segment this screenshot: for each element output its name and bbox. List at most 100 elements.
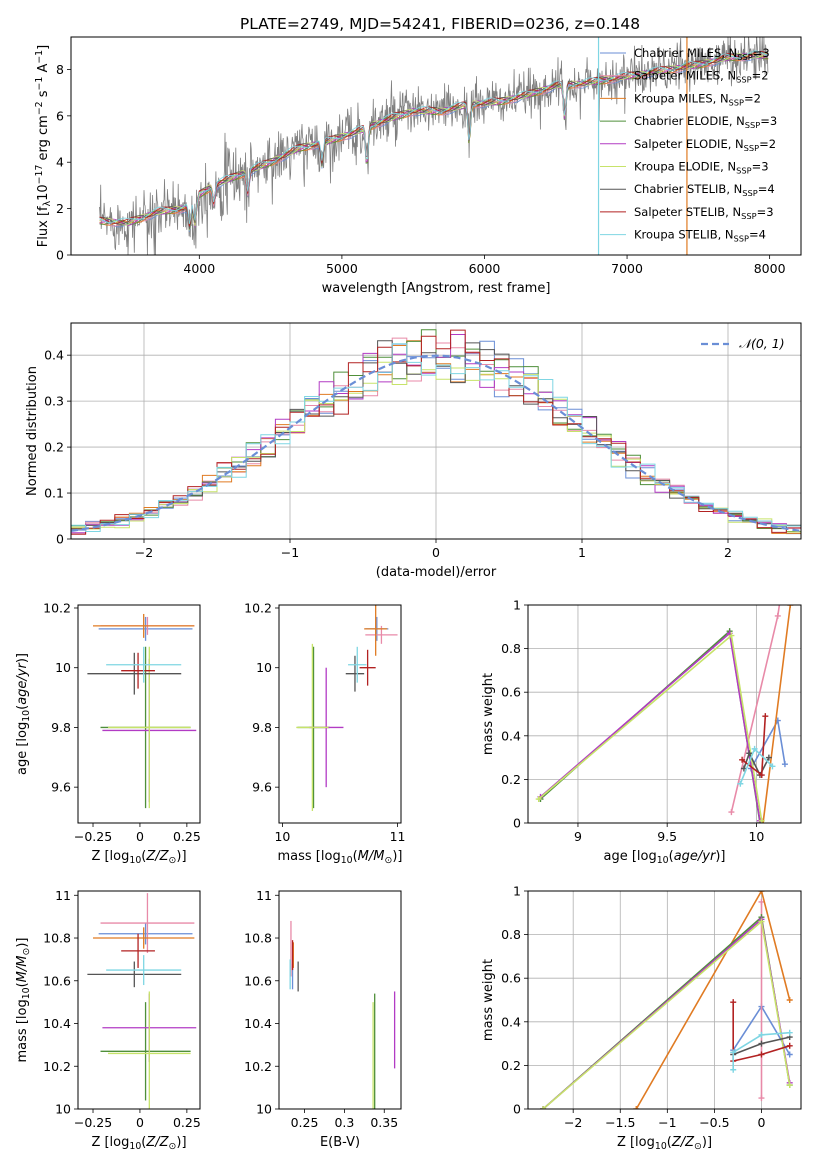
label-part: ⊙ (169, 1141, 177, 1152)
y-axis-label: age [log10(age/yr)] (15, 653, 32, 775)
spectrum-panel: 4000 5000 6000 7000 8000 0 2 4 6 8 (56, 36, 802, 276)
weight-marker (730, 1066, 737, 1073)
x-tick-label: 4000 (183, 261, 215, 276)
label-part: −1 (34, 77, 45, 91)
x-axis-label: Z [log10(Z/Z⊙)] (91, 849, 186, 866)
y-tick-label: 10 (55, 660, 71, 675)
label-part: Chabrier ELODIE, N (634, 114, 745, 128)
label-part: −2 (34, 101, 45, 115)
legend-label: Salpeter MILES, NSSP=2 (634, 69, 769, 85)
y-tick-label: 10 (256, 660, 272, 675)
x-axis-label: E(B-V) (320, 1135, 360, 1150)
x-tick-label: 7000 (611, 261, 643, 276)
label-part: Z [log (91, 849, 129, 864)
label-part: ( (15, 705, 30, 710)
label-part: A (36, 64, 51, 77)
residuals-marks (71, 329, 801, 535)
label-part: age/yr (15, 661, 30, 704)
legend-label: 𝒩(0, 1) (739, 336, 785, 351)
weight_vs_Z-panel: −2 −1.5 −1 −0.5 0 0 0.2 0.4 0.6 0.8 1 (501, 884, 802, 1130)
x-tick-label: 9.5 (657, 829, 677, 844)
weight-line (539, 629, 761, 823)
label-part: Kroupa ELODIE, N (634, 160, 736, 174)
mass_vs_ebv-marks (289, 920, 396, 1109)
x-tick-label: 1 (578, 545, 586, 560)
y-tick-label: 2 (56, 201, 64, 216)
label-part: ( (353, 849, 358, 864)
legend-label: Kroupa ELODIE, NSSP=3 (634, 160, 769, 176)
weight-marker (758, 891, 765, 894)
x-tick-label: 0 (136, 1115, 144, 1130)
label-part: ( (141, 1135, 146, 1150)
label-part: Chabrier MILES, N (634, 46, 737, 60)
y-tick-label: 10.2 (244, 600, 272, 615)
label-part: Salpeter STELIB, N (634, 205, 741, 219)
y-tick-label: 10.6 (244, 973, 272, 988)
weight-marker (758, 898, 765, 905)
weight-marker (633, 1106, 640, 1109)
x-tick-label: −2 (564, 1115, 582, 1130)
label-part: SSP (745, 120, 760, 130)
x-tick-label: 8000 (754, 261, 786, 276)
label-part: mass [log (15, 999, 30, 1062)
y-tick-label: 0.2 (501, 1058, 521, 1073)
y-tick-label: 1 (513, 884, 521, 899)
weight-line (542, 917, 791, 1109)
axes-frame (527, 604, 802, 824)
weight-marker (728, 632, 735, 639)
weight-marker (786, 1029, 793, 1036)
x-tick-label: 0.25 (173, 829, 201, 844)
label-part: =4 (749, 228, 766, 242)
label-part: )] (15, 938, 30, 948)
y-tick-label: 8 (56, 62, 64, 77)
x-tick-label: 0.35 (370, 1115, 398, 1130)
weight-marker (746, 750, 753, 757)
weight-marker (765, 754, 772, 761)
label-part: =3 (753, 46, 770, 60)
weight-marker (730, 1049, 737, 1056)
axes-frame (527, 890, 802, 1110)
weight-marker (758, 772, 765, 779)
y-tick-label: 10 (55, 1102, 71, 1117)
y-tick-label: 0.4 (501, 728, 521, 743)
weight-marker (789, 515, 795, 521)
y-tick-label: 0 (56, 248, 64, 263)
label-part: 10 (655, 1141, 667, 1152)
figure-title: PLATE=2749, MJD=54241, FIBERID=0236, z=0… (240, 15, 640, 33)
histogram-step (71, 340, 801, 530)
weight-line (732, 1002, 790, 1063)
label-part: Z [log (91, 1135, 129, 1150)
weight_vs_age-marks (535, 515, 795, 823)
legend-label: Kroupa STELIB, NSSP=4 (634, 228, 766, 244)
label-part: 10 (341, 855, 353, 866)
spectrum-model-line (99, 52, 769, 231)
x-tick-label: 0.25 (291, 1115, 319, 1130)
legend-label: Chabrier ELODIE, NSSP=3 (634, 114, 777, 130)
label-part: Z [log (617, 1135, 655, 1150)
label-part: 10 (129, 855, 141, 866)
y-tick-label: 10.2 (244, 1059, 272, 1074)
label-part: ( (667, 1135, 672, 1150)
weight-marker (737, 780, 744, 787)
label-part: =2 (752, 69, 769, 83)
y-tick-label: 0.2 (501, 772, 521, 787)
y-tick-label: 0.8 (501, 641, 521, 656)
label-part: =2 (744, 91, 761, 105)
legend-label: Salpeter ELODIE, NSSP=2 (634, 137, 776, 153)
weight-marker (786, 997, 793, 1003)
weight_vs_Z-marks (540, 891, 793, 1109)
legend-label: Salpeter STELIB, NSSP=3 (634, 205, 774, 221)
y-tick-label: 0.1 (44, 486, 64, 501)
x-tick-label: 10 (274, 829, 290, 844)
legend-label: Kroupa MILES, NSSP=2 (634, 91, 761, 107)
label-part: s (36, 90, 51, 101)
axes-frame (77, 604, 201, 824)
weight-marker (751, 745, 758, 752)
y-axis-label: mass weight (481, 673, 496, 755)
label-part: −17 (34, 165, 45, 185)
label-part: )] (702, 1135, 712, 1150)
label-part: SSP (737, 52, 752, 62)
y-tick-label: 0 (513, 1102, 521, 1117)
weight-line (635, 891, 791, 1109)
label-part: )] (392, 849, 402, 864)
